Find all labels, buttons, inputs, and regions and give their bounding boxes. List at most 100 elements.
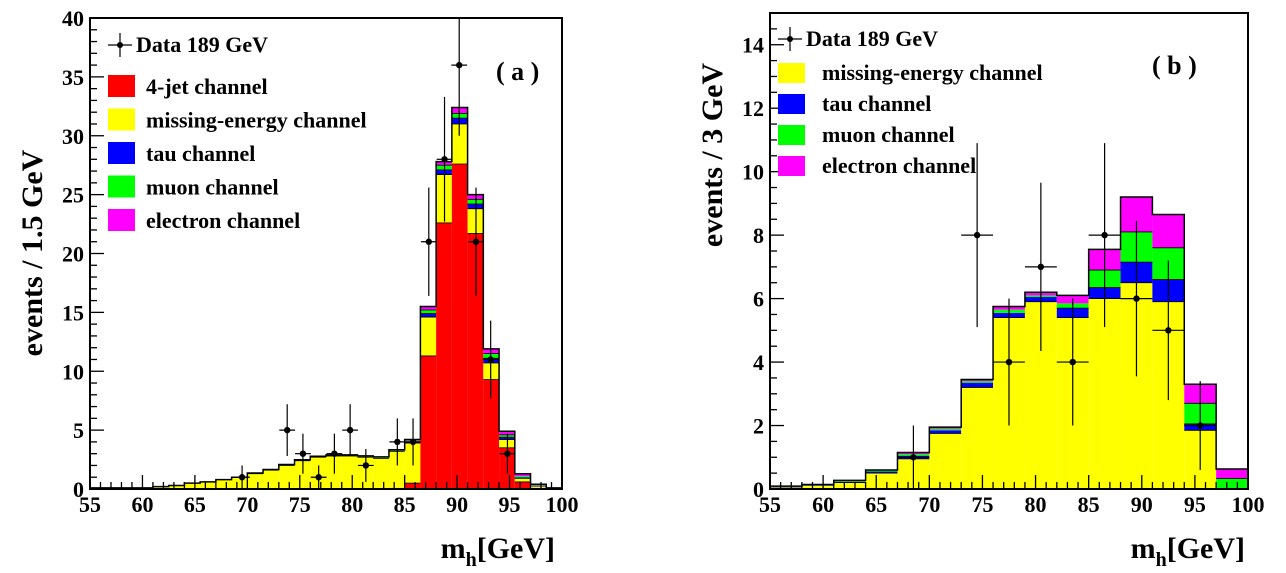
data-marker	[504, 450, 511, 457]
data-point	[1024, 182, 1057, 351]
data-marker	[1101, 231, 1108, 239]
bar-tau-28	[530, 486, 547, 487]
bar-missing-energy-19	[388, 451, 405, 488]
bar-four-jet-20	[404, 483, 421, 489]
data-marker	[472, 238, 480, 245]
x-tick-label: 65	[184, 492, 206, 517]
bar-missing-energy-16	[341, 456, 358, 489]
legend-swatch	[778, 94, 805, 114]
y-tick-label: 8	[753, 223, 764, 248]
x-axis-title-main-b: m	[1131, 532, 1156, 565]
x-tick-label: 85	[394, 492, 416, 517]
legend-item: tau channel	[108, 141, 255, 166]
legend-item: 4-jet channel	[108, 74, 268, 99]
y-tick-label: 4	[753, 350, 764, 375]
data-marker	[425, 238, 432, 245]
y-tick-label: 0	[753, 477, 764, 502]
bar-electron-14	[1216, 469, 1248, 479]
legend-swatch	[108, 75, 135, 97]
bar-missing-energy-23	[451, 123, 468, 165]
bar-tau-5	[929, 430, 962, 434]
bar-muon-14	[1216, 478, 1248, 489]
legend-data-marker	[117, 42, 123, 48]
data-marker	[315, 474, 322, 481]
data-point	[420, 187, 437, 296]
bar-tau-27	[514, 477, 531, 479]
data-point	[499, 433, 516, 474]
legend-label: muon channel	[146, 175, 279, 200]
x-tick-label: 80	[1025, 492, 1047, 517]
legend-item: Data 189 GeV	[108, 32, 268, 57]
bar-missing-energy-2	[833, 482, 866, 489]
data-point	[897, 425, 930, 489]
bar-missing-energy-18	[373, 458, 389, 489]
data-point	[451, 18, 468, 136]
chart-panel-a: 55 60 65 70 75 80 85 90 95 100 0 5 10 15 20 25 30 35 40 ev…	[16, 6, 579, 571]
data-point	[482, 320, 499, 399]
bar-four-jet-27	[514, 481, 531, 489]
data-point	[310, 465, 327, 489]
data-point	[1152, 260, 1185, 401]
x-tick-label: 60	[812, 492, 834, 517]
bar-missing-energy-13	[294, 460, 311, 489]
bar-electron-21	[420, 306, 437, 311]
bar-four-jet-21	[420, 355, 437, 489]
legend-swatch	[108, 175, 135, 198]
bar-missing-energy-28	[530, 486, 547, 488]
bar-electron-27	[514, 473, 531, 477]
data-marker	[910, 454, 917, 461]
legend-label: tau channel	[822, 91, 931, 116]
data-point	[279, 404, 296, 457]
legend-swatch	[108, 108, 135, 131]
bar-muon-27	[514, 476, 531, 478]
data-marker	[1197, 422, 1204, 429]
legend-data-marker	[787, 36, 793, 42]
data-marker	[346, 426, 354, 434]
data-marker	[362, 462, 370, 469]
y-tick-label: 10	[742, 160, 764, 185]
bar-missing-energy-7	[200, 481, 216, 489]
data-marker	[409, 438, 417, 446]
x-tick-label: 55	[759, 492, 781, 517]
bar-tau-2	[833, 481, 866, 483]
data-point	[961, 143, 994, 328]
legend-a: Data 189 GeV 4-jet channel missing-energy …	[108, 32, 367, 233]
axis-ticks-b	[769, 12, 1249, 490]
x-tick-label: 55	[79, 492, 101, 517]
x-axis-title-unit-a: [GeV]	[477, 532, 555, 565]
legend-label: muon channel	[822, 122, 955, 147]
data-point	[993, 298, 1025, 426]
y-tick-label: 20	[62, 242, 84, 267]
data-marker	[299, 450, 307, 457]
x-tick-label: 70	[236, 492, 258, 517]
x-axis-title-unit-b: [GeV]	[1167, 532, 1245, 565]
bar-muon-2	[833, 481, 866, 482]
legend-item: muon channel	[778, 122, 955, 147]
tick-labels-a: 55 60 65 70 75 80 85 90 95 100 0 5 10 15 20 25 30 35 40	[62, 6, 579, 517]
x-tick-label: 95	[499, 492, 521, 517]
y-tick-label: 14	[742, 33, 764, 58]
bar-electron-5	[929, 427, 962, 429]
x-axis-title-sub-b: h	[1156, 549, 1167, 571]
legend-item: missing-energy channel	[108, 108, 367, 133]
data-point	[1184, 381, 1217, 470]
data-marker	[456, 61, 463, 69]
bar-muon-3	[865, 470, 898, 472]
data-marker	[1069, 358, 1076, 366]
data-marker	[331, 450, 338, 457]
data-point	[405, 418, 421, 466]
data-marker	[441, 156, 448, 163]
y-tick-label: 15	[62, 300, 84, 325]
y-axis-title-b: events / 3 GeV	[696, 63, 729, 247]
data-marker	[1133, 295, 1140, 302]
bar-tau-3	[865, 471, 898, 474]
legend-swatch	[778, 156, 805, 176]
x-tick-label: 90	[446, 492, 468, 517]
legend-label: missing-energy channel	[822, 60, 1043, 85]
x-tick-label: 60	[131, 492, 153, 517]
bar-four-jet-25	[483, 379, 500, 489]
x-axis-title-a: mh[GeV]	[441, 532, 555, 571]
bar-tau-21	[420, 313, 437, 318]
y-tick-label: 10	[62, 359, 84, 384]
bar-electron-26	[499, 431, 515, 435]
